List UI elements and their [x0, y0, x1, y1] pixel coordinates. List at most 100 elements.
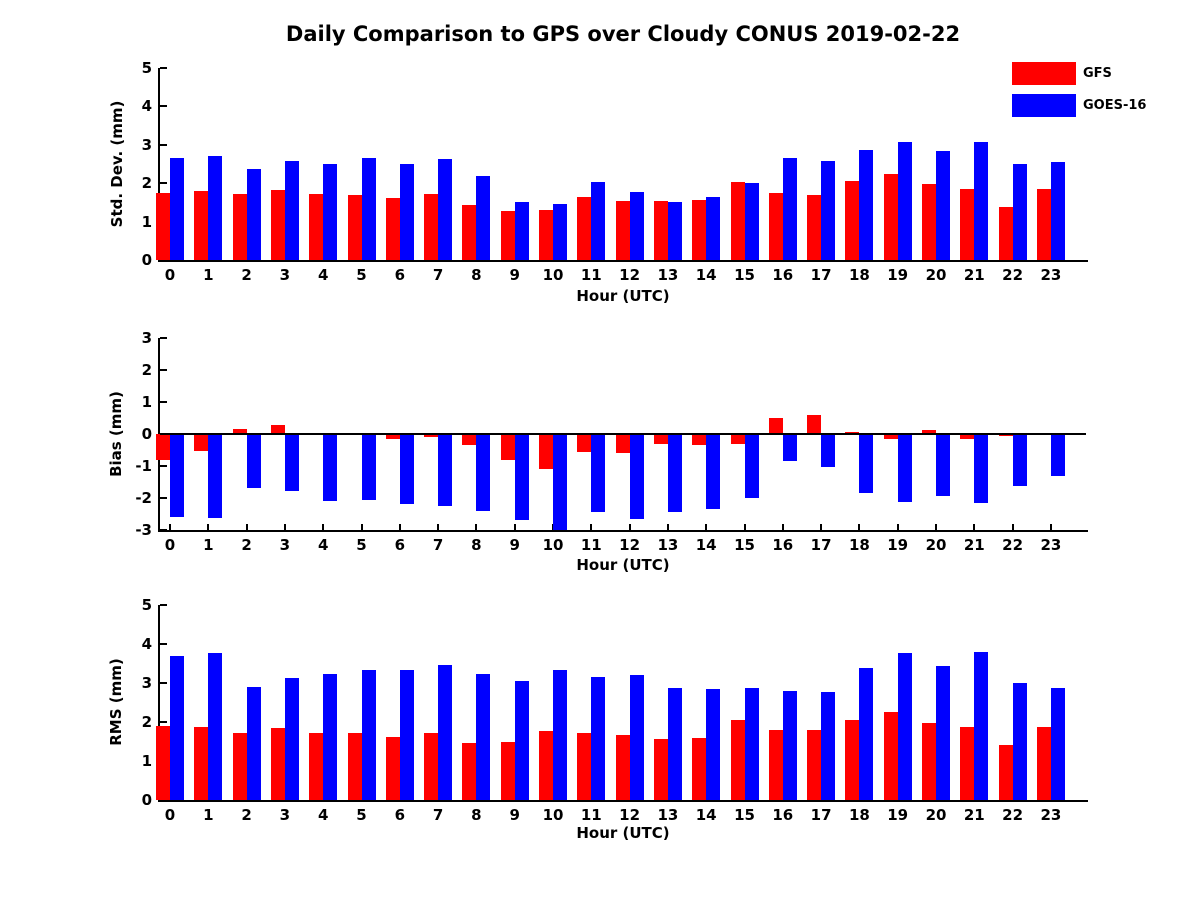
y-tick	[160, 143, 167, 146]
goes16-bar-h9	[514, 680, 529, 800]
gfs-bar-h13	[653, 738, 668, 800]
gfs-bar-h2	[232, 428, 247, 434]
x-tick-label: 14	[695, 536, 717, 554]
gfs-bar-h0	[156, 434, 170, 460]
gfs-bar-h5	[347, 195, 362, 260]
gfs-bar-h3	[270, 727, 285, 800]
y-tick-label: 0	[141, 425, 152, 443]
y-tick	[160, 259, 167, 261]
goes16-bar-h12	[629, 674, 644, 800]
x-tick	[973, 524, 976, 530]
goes16-bar-h0	[170, 434, 184, 518]
goes16-bar-h5	[361, 157, 376, 260]
x-tick-label: 7	[432, 536, 444, 554]
x-tick	[322, 524, 325, 530]
goes16-bar-h8	[476, 674, 491, 800]
gfs-bar-h7	[424, 434, 439, 438]
y-tick-label: -3	[135, 521, 152, 539]
x-tick-label: 23	[1040, 536, 1062, 554]
x-tick-label: 8	[471, 266, 482, 284]
x-tick-label: 1	[203, 266, 214, 284]
gfs-bar-h16	[768, 192, 783, 260]
y-tick	[160, 497, 167, 499]
goes16-bar-h15	[744, 434, 759, 498]
gfs-bar-h12	[615, 735, 630, 800]
gfs-bar-h3	[270, 425, 285, 434]
x-tick-label: 10	[542, 806, 564, 824]
x-tick-label: 10	[542, 266, 564, 284]
goes16-bar-h18	[859, 150, 874, 260]
gfs-bar-h6	[385, 434, 400, 440]
x-axis-spine	[158, 260, 1088, 262]
goes16-bar-h15	[744, 183, 759, 260]
goes16-bar-h19	[897, 434, 912, 502]
legend-label-goes16: GOES-16	[1083, 98, 1147, 113]
gfs-bar-h2	[232, 732, 247, 800]
x-tick-label: 18	[848, 536, 870, 554]
goes16-bar-h0	[170, 157, 184, 260]
x-tick-label: 3	[279, 266, 291, 284]
y-tick-label: 5	[141, 59, 152, 77]
x-tick-label: 15	[734, 536, 755, 554]
gfs-bar-h14	[692, 434, 707, 446]
bias-x-axis-label: Hour (UTC)	[576, 556, 670, 574]
goes16-bar-h21	[974, 142, 989, 260]
y-tick-label: 1	[141, 752, 152, 770]
y-tick	[160, 643, 167, 645]
goes16-bar-h6	[399, 434, 414, 505]
goes16-bar-h21	[974, 652, 989, 800]
x-tick-label: 10	[542, 536, 564, 554]
goes16-bar-h4	[323, 674, 338, 800]
x-tick-label: 2	[241, 536, 252, 554]
x-tick-label: 22	[1002, 806, 1024, 824]
x-tick-label: 4	[317, 266, 329, 284]
x-tick-label: 20	[925, 806, 947, 824]
gfs-bar-h17	[807, 414, 822, 434]
x-tick-label: 5	[356, 266, 367, 284]
goes16-bar-h11	[591, 182, 606, 260]
x-tick-label: 8	[471, 536, 482, 554]
x-tick-label: 6	[394, 266, 406, 284]
goes16-bar-h14	[706, 197, 721, 260]
y-tick-label: 3	[141, 674, 152, 692]
gfs-bar-h17	[807, 729, 822, 800]
goes16-bar-h6	[399, 669, 414, 800]
x-tick	[743, 524, 746, 530]
y-tick-label: 2	[141, 174, 152, 193]
goes16-bar-h8	[476, 434, 491, 511]
goes16-bar-h9	[514, 434, 529, 521]
goes16-bar-h18	[859, 434, 874, 494]
x-tick	[781, 524, 784, 530]
goes16-bar-h3	[284, 160, 299, 260]
gfs-bar-h14	[692, 200, 707, 260]
x-tick-label: 12	[619, 266, 641, 284]
goes16-bar-h2	[246, 434, 261, 489]
rms-x-axis-label: Hour (UTC)	[576, 824, 670, 842]
x-tick-label: 23	[1040, 806, 1062, 824]
y-tick-label: 5	[141, 596, 152, 614]
gfs-bar-h1	[194, 190, 209, 260]
y-tick	[160, 604, 167, 606]
y-tick-label: -2	[135, 489, 152, 507]
goes16-bar-h13	[667, 434, 682, 513]
x-tick-label: 19	[887, 536, 909, 554]
gfs-bar-h8	[462, 205, 477, 260]
y-tick	[160, 465, 167, 467]
gfs-bar-h18	[845, 181, 860, 260]
goes16-bar-h2	[246, 686, 261, 800]
y-tick-label: 3	[141, 135, 152, 154]
goes16-bar-h1	[208, 434, 223, 518]
goes16-bar-h15	[744, 688, 759, 800]
gfs-bar-h17	[807, 195, 822, 260]
gfs-bar-h10	[539, 731, 553, 800]
gfs-bar-h20	[922, 722, 936, 800]
gfs-bar-h19	[883, 434, 898, 439]
x-tick-label: 21	[963, 266, 985, 284]
gfs-bar-h9	[500, 210, 515, 260]
y-tick-label: 0	[141, 251, 152, 269]
goes16-bar-h4	[323, 434, 338, 502]
goes16-bar-h23	[1050, 687, 1065, 800]
x-tick	[475, 524, 478, 530]
legend-swatch-gfs	[1012, 62, 1076, 85]
